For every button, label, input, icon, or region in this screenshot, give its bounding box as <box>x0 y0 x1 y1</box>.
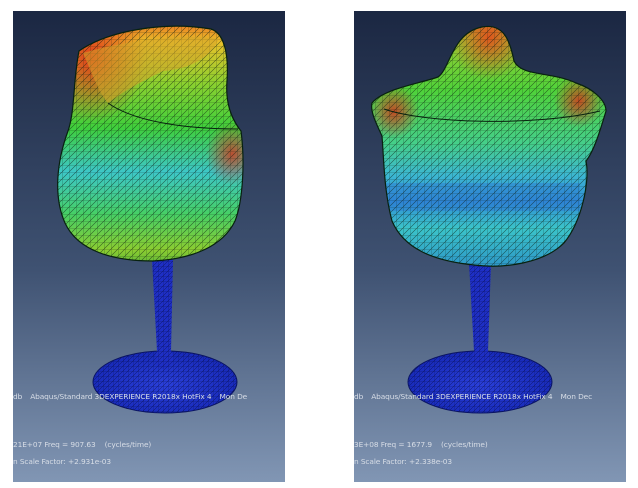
status-line-scale-factor: n Scale Factor: +2.338e-03 <box>354 457 452 466</box>
status-line-product: db Abaqus/Standard 3DEXPERIENCE R2018x Ho… <box>354 392 593 401</box>
wineglass-mode-2-render <box>354 11 626 482</box>
status-line-product: db Abaqus/Standard 3DEXPERIENCE R2018x Ho… <box>13 392 248 401</box>
viewport-right[interactable]: db Abaqus/Standard 3DEXPERIENCE R2018x Ho… <box>354 11 626 482</box>
wineglass-mode-1-render <box>13 11 285 482</box>
viewport-left[interactable]: db Abaqus/Standard 3DEXPERIENCE R2018x Ho… <box>13 11 285 482</box>
status-line-frequency: 3E+08 Freq = 1677.9 (cycles/time) <box>354 440 488 449</box>
status-line-frequency: 21E+07 Freq = 907.63 (cycles/time) <box>13 440 152 449</box>
status-line-scale-factor: n Scale Factor: +2.931e-03 <box>13 457 111 466</box>
